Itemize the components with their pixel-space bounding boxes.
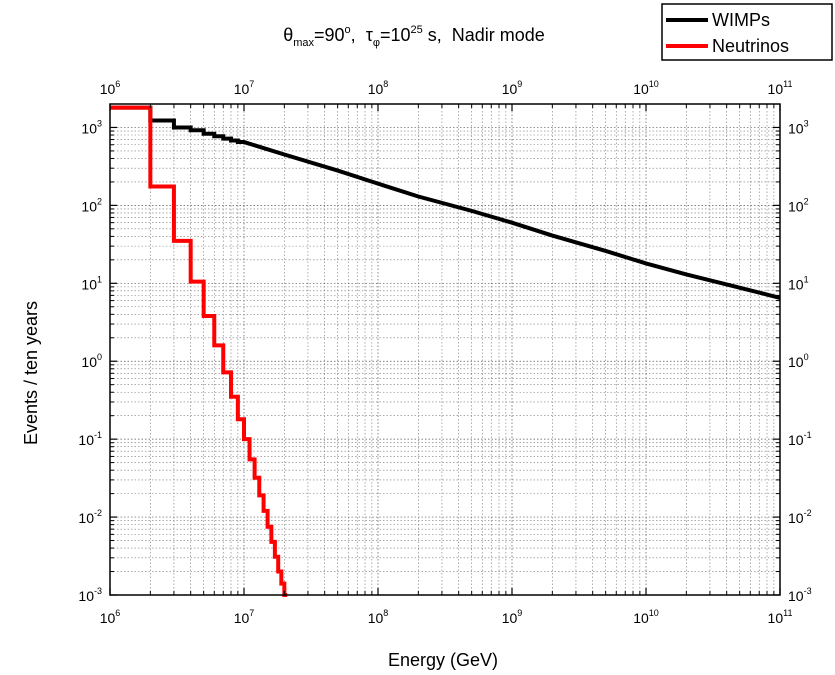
chart-title: θmax=90o, τφ=1025 s, Nadir mode bbox=[283, 24, 545, 49]
x-tick-label-bottom: 1010 bbox=[633, 608, 659, 626]
x-tick-label-top: 108 bbox=[368, 79, 389, 97]
title-tau-eq: =10 bbox=[380, 25, 411, 45]
x-tick-label-top: 109 bbox=[502, 79, 523, 97]
axis-ticks: 1061061071071081081091091010101010111011… bbox=[78, 79, 811, 626]
x-tick-label-top: 106 bbox=[100, 79, 121, 97]
series-line-neutrinos bbox=[110, 105, 288, 597]
y-tick-label-right: 102 bbox=[788, 196, 809, 214]
y-tick-label-left: 10-2 bbox=[78, 508, 102, 526]
y-tick-label-right: 100 bbox=[788, 352, 809, 370]
x-tick-label-bottom: 109 bbox=[502, 608, 523, 626]
x-axis-label: Energy (GeV) bbox=[388, 650, 498, 670]
plot-series bbox=[110, 105, 781, 597]
title-theta-sup: o bbox=[345, 24, 351, 36]
y-tick-label-left: 102 bbox=[81, 196, 102, 214]
y-tick-label-left: 10-1 bbox=[78, 430, 102, 448]
title-theta-eq: =90 bbox=[314, 25, 345, 45]
x-tick-label-top: 107 bbox=[234, 79, 255, 97]
y-tick-label-right: 10-2 bbox=[788, 508, 812, 526]
y-tick-label-right: 10-3 bbox=[788, 586, 812, 604]
title-theta: θ bbox=[283, 25, 293, 45]
x-tick-label-top: 1011 bbox=[768, 79, 793, 97]
y-tick-label-left: 101 bbox=[81, 274, 102, 292]
legend: WIMPs Neutrinos bbox=[661, 3, 833, 61]
y-tick-label-left: 10-3 bbox=[78, 586, 102, 604]
series-line-wimps bbox=[110, 105, 781, 300]
title-theta-sub: max bbox=[293, 37, 314, 49]
plot-frame bbox=[109, 103, 781, 596]
y-tick-label-left: 100 bbox=[81, 352, 102, 370]
title-sep: , bbox=[351, 25, 366, 45]
title-tau-sup: 25 bbox=[411, 24, 423, 36]
x-tick-label-bottom: 106 bbox=[100, 608, 121, 626]
y-tick-label-right: 103 bbox=[788, 118, 809, 136]
title-tau: τ bbox=[366, 25, 373, 45]
y-tick-label-right: 10-1 bbox=[788, 430, 812, 448]
x-tick-label-bottom: 1011 bbox=[768, 608, 793, 626]
title-tau-sub: φ bbox=[373, 37, 380, 49]
y-tick-label-right: 101 bbox=[788, 274, 809, 292]
x-tick-label-bottom: 107 bbox=[234, 608, 255, 626]
x-tick-label-top: 1010 bbox=[633, 79, 659, 97]
legend-box bbox=[661, 3, 833, 61]
y-tick-label-left: 103 bbox=[81, 118, 102, 136]
legend-label-neutrinos: Neutrinos bbox=[712, 36, 789, 56]
y-axis-label: Events / ten years bbox=[21, 301, 41, 445]
x-tick-label-bottom: 108 bbox=[368, 608, 389, 626]
title-tail: s, Nadir mode bbox=[423, 25, 545, 45]
legend-label-wimps: WIMPs bbox=[712, 10, 770, 30]
grid-lines bbox=[109, 103, 781, 596]
